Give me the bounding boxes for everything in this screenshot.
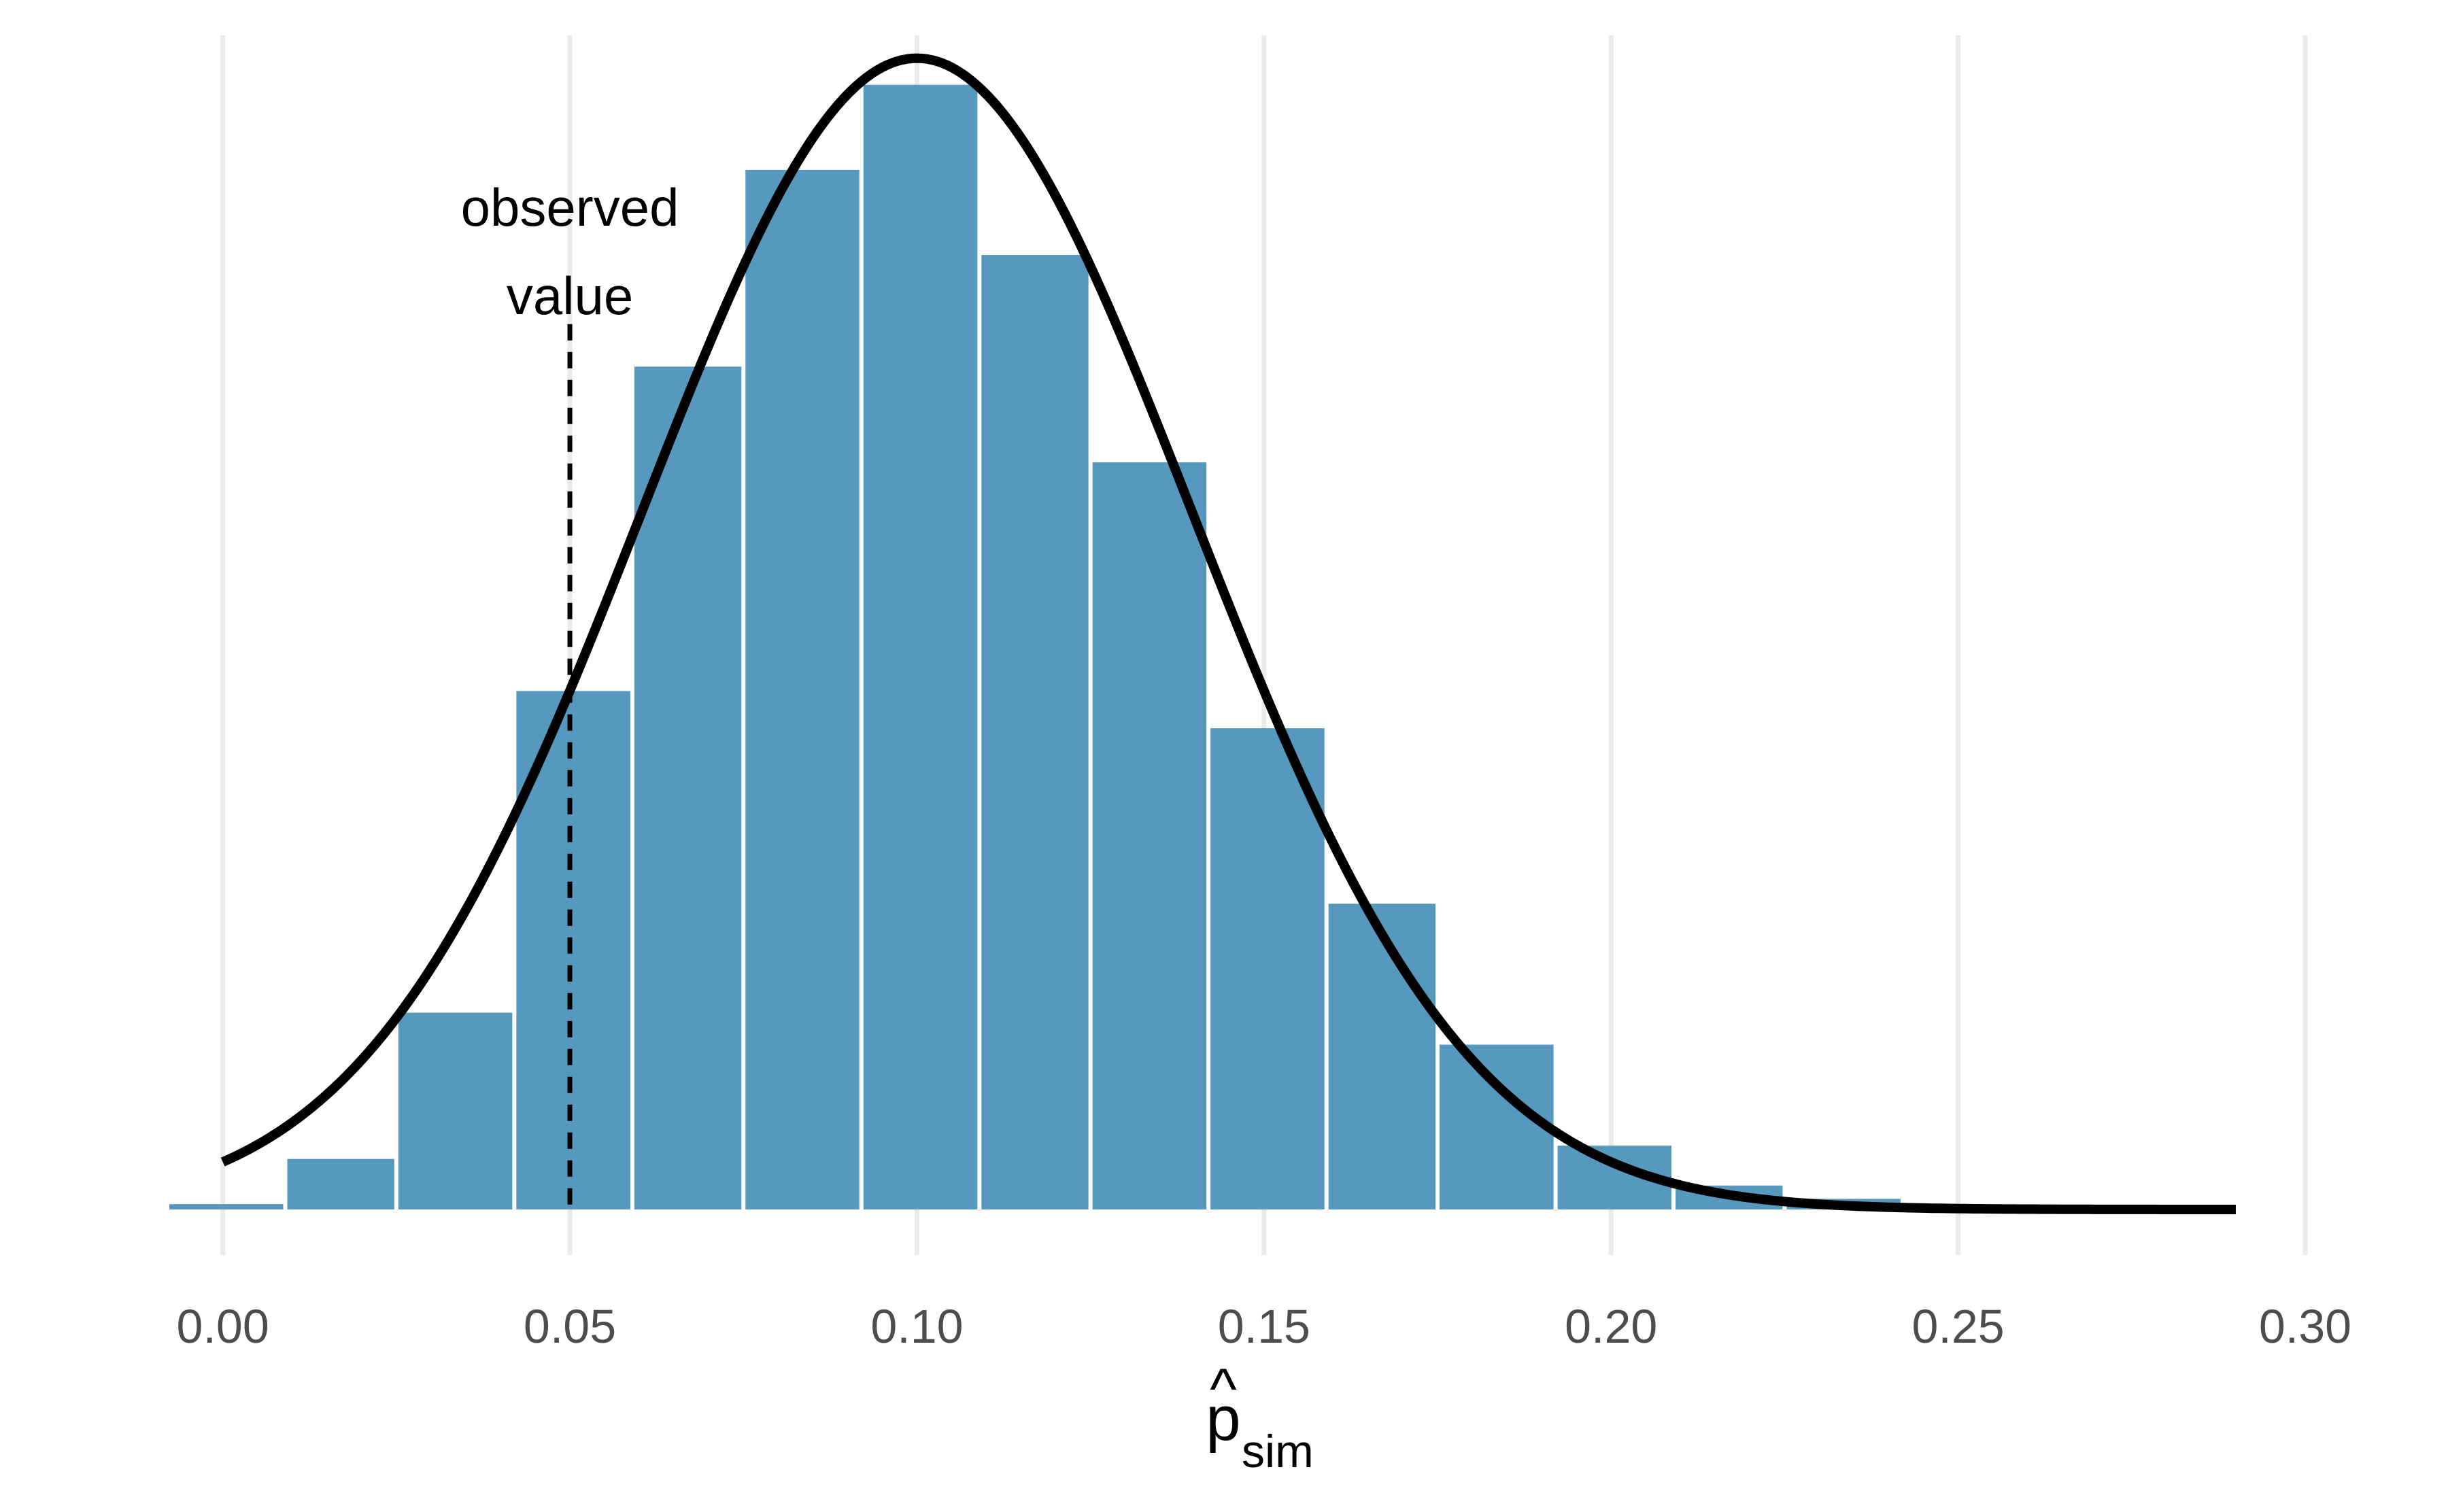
x-tick-label-2: 0.10 [870, 1300, 963, 1353]
annotation-label-observed: observed [461, 177, 679, 237]
x-tick-label-0: 0.00 [177, 1300, 269, 1353]
histogram-bar-4 [634, 366, 742, 1210]
histogram-bar-1 [287, 1158, 394, 1209]
histogram-bar-7 [981, 255, 1089, 1209]
observed-value-annotation: observed value [461, 177, 679, 1209]
histogram-bar-5 [745, 169, 860, 1209]
histogram-bar-6 [863, 84, 978, 1209]
histogram-bar-0 [169, 1204, 284, 1209]
x-tick-label-5: 0.25 [1911, 1300, 2004, 1353]
normal-curve [220, 53, 2236, 1214]
annotation-label-value: value [507, 266, 633, 326]
histogram-bars [169, 84, 1901, 1210]
histogram-bar-9 [1210, 728, 1325, 1209]
histogram-bar-11 [1440, 1044, 1554, 1209]
x-axis-tick-labels: 0.00 0.05 0.10 0.15 0.20 0.25 0.30 [177, 1300, 2352, 1353]
histogram-bar-8 [1092, 462, 1207, 1209]
x-axis-title-subscript: sim [1242, 1426, 1314, 1477]
x-axis-title-base: p [1206, 1384, 1240, 1454]
histogram-bar-10 [1328, 904, 1436, 1209]
x-tick-label-6: 0.30 [2259, 1300, 2351, 1353]
histogram-bar-2 [398, 1012, 513, 1209]
x-tick-label-1: 0.05 [524, 1300, 616, 1353]
x-axis-title: ^ p sim [1206, 1357, 1313, 1477]
x-tick-label-4: 0.20 [1565, 1300, 1657, 1353]
x-tick-label-3: 0.15 [1218, 1300, 1310, 1353]
x-axis-title-hat: ^ [1210, 1357, 1236, 1421]
